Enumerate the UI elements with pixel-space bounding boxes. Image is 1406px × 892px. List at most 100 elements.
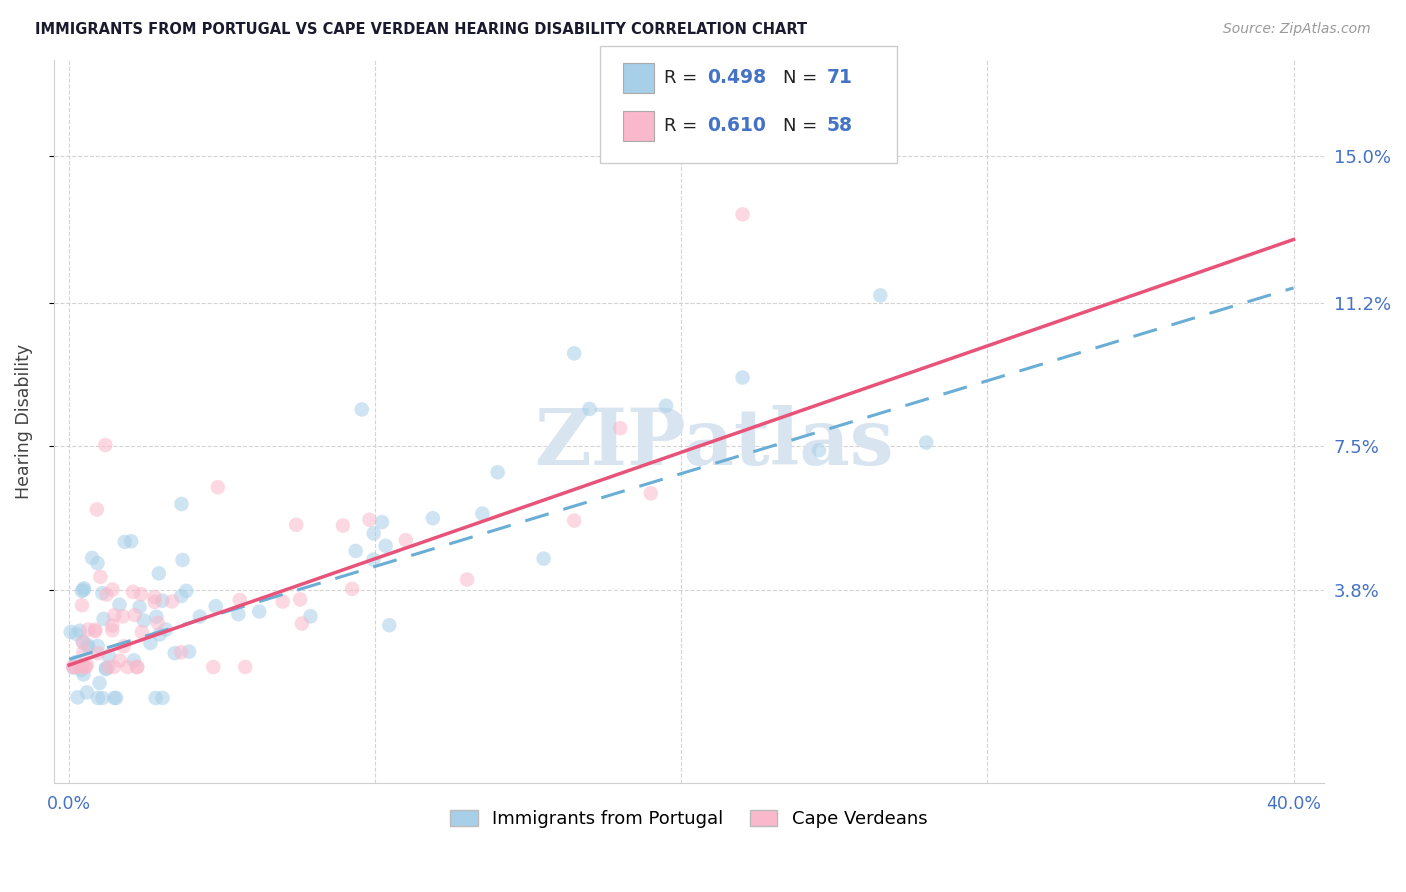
Point xyxy=(72,635,94,649)
Point xyxy=(86,556,108,570)
Point xyxy=(179,645,201,659)
Point xyxy=(174,583,197,598)
Point xyxy=(124,607,146,622)
Point xyxy=(84,624,107,639)
Point xyxy=(172,553,194,567)
Point xyxy=(869,288,891,302)
Point xyxy=(77,640,100,654)
Point xyxy=(70,663,93,677)
Point xyxy=(170,589,193,603)
Point xyxy=(131,625,153,640)
Point xyxy=(75,660,97,674)
Point xyxy=(76,657,98,672)
Point xyxy=(731,207,754,221)
Point xyxy=(72,645,94,659)
Point xyxy=(67,660,90,674)
Point xyxy=(132,614,155,628)
Point xyxy=(103,690,125,705)
Point xyxy=(609,421,631,435)
Point xyxy=(72,634,94,648)
Point xyxy=(640,486,662,500)
Point xyxy=(139,636,162,650)
Point xyxy=(97,660,120,674)
Point xyxy=(363,526,385,541)
Point xyxy=(228,607,250,621)
Point xyxy=(149,627,172,641)
Point xyxy=(63,660,86,674)
Point xyxy=(86,502,108,516)
Point xyxy=(97,648,120,663)
Point xyxy=(395,533,418,547)
Text: 0.610: 0.610 xyxy=(707,117,766,136)
Point xyxy=(89,570,111,584)
Point xyxy=(122,653,145,667)
Point xyxy=(150,593,173,607)
Y-axis label: Hearing Disability: Hearing Disability xyxy=(15,343,32,499)
Point xyxy=(65,655,87,669)
Point xyxy=(562,346,585,360)
Point xyxy=(91,586,114,600)
Text: Source: ZipAtlas.com: Source: ZipAtlas.com xyxy=(1223,22,1371,37)
Point xyxy=(146,615,169,630)
Point xyxy=(299,609,322,624)
Point xyxy=(163,646,186,660)
Point xyxy=(247,605,270,619)
Point xyxy=(731,370,754,384)
Point xyxy=(77,623,100,637)
Point xyxy=(533,551,555,566)
Text: 0.0%: 0.0% xyxy=(46,795,91,813)
Text: IMMIGRANTS FROM PORTUGAL VS CAPE VERDEAN HEARING DISABILITY CORRELATION CHART: IMMIGRANTS FROM PORTUGAL VS CAPE VERDEAN… xyxy=(35,22,807,37)
Point xyxy=(233,660,256,674)
Point xyxy=(66,690,89,705)
Point xyxy=(117,660,139,674)
Point xyxy=(915,435,938,450)
Text: 0.498: 0.498 xyxy=(707,69,766,87)
Point xyxy=(188,609,211,624)
Point xyxy=(127,660,149,674)
Point xyxy=(87,646,110,660)
Point xyxy=(456,573,478,587)
Point xyxy=(125,660,148,674)
Point xyxy=(69,624,91,638)
Point xyxy=(422,511,444,525)
Point xyxy=(371,515,394,529)
Text: 40.0%: 40.0% xyxy=(1265,795,1322,813)
Point xyxy=(170,497,193,511)
Point xyxy=(170,645,193,659)
Point xyxy=(108,598,131,612)
Point xyxy=(94,438,117,452)
Point xyxy=(350,402,373,417)
Point xyxy=(363,552,385,566)
Point xyxy=(145,690,167,705)
Point xyxy=(101,582,124,597)
Point xyxy=(128,599,150,614)
Point xyxy=(145,609,167,624)
Point xyxy=(76,638,98,652)
Point xyxy=(155,623,177,637)
Point xyxy=(84,623,107,637)
Point xyxy=(285,517,308,532)
Text: 58: 58 xyxy=(827,117,852,136)
Point xyxy=(122,585,145,599)
Point xyxy=(103,660,125,674)
Point xyxy=(143,595,166,609)
Point xyxy=(96,588,118,602)
Point xyxy=(70,598,93,612)
Legend: Immigrants from Portugal, Cape Verdeans: Immigrants from Portugal, Cape Verdeans xyxy=(443,803,935,836)
Point xyxy=(808,443,831,458)
Point xyxy=(344,544,367,558)
Point xyxy=(486,465,509,479)
Point xyxy=(332,518,354,533)
Point xyxy=(120,534,142,549)
Point xyxy=(378,618,401,632)
Point xyxy=(111,609,134,624)
Point xyxy=(202,660,225,674)
Point xyxy=(91,690,114,705)
Point xyxy=(562,514,585,528)
Point xyxy=(94,661,117,675)
Point xyxy=(359,513,381,527)
Point xyxy=(229,593,252,607)
Point xyxy=(72,582,94,597)
Point xyxy=(76,685,98,699)
Text: N =: N = xyxy=(783,117,823,135)
